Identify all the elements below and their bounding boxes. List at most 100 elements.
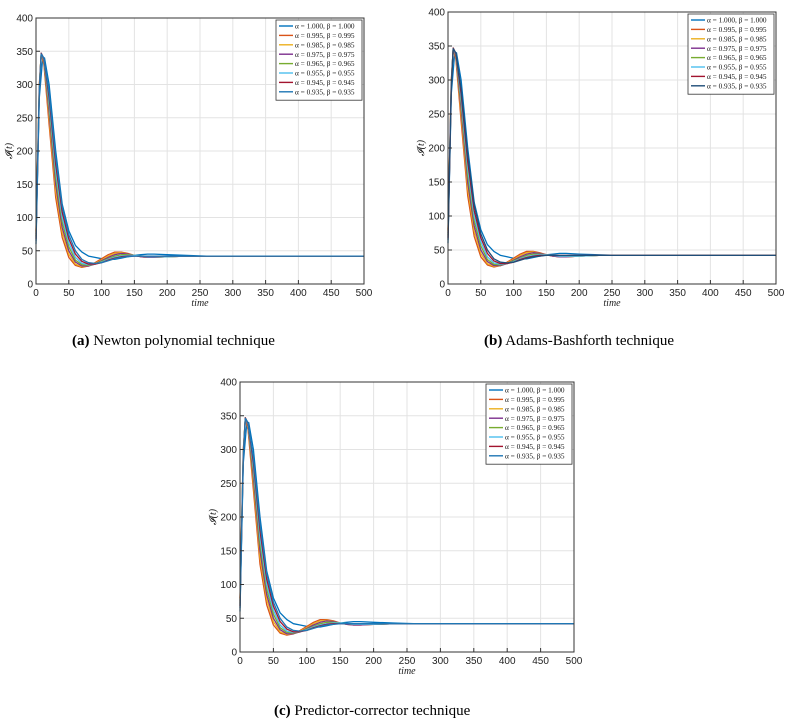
caption-text: Adams-Bashforth technique bbox=[502, 333, 674, 349]
x-tick-label: 50 bbox=[268, 656, 280, 667]
y-tick-label: 200 bbox=[220, 513, 237, 524]
chart-predictor-corrector: 0 50 100 150 200 250 300 350 400 450 500 0 50 100 150 2… bbox=[208, 378, 583, 678]
caption-text: Predictor-corrector technique bbox=[290, 703, 471, 719]
y-tick-label: 100 bbox=[220, 580, 237, 591]
legend-label: α = 0.975, β = 0.975 bbox=[295, 50, 355, 59]
legend-label: α = 0.985, β = 0.985 bbox=[707, 34, 767, 43]
x-tick-label: 350 bbox=[669, 288, 686, 299]
y-tick-label: 50 bbox=[22, 246, 34, 257]
legend-label: α = 0.965, β = 0.965 bbox=[505, 423, 565, 432]
y-tick-label: 150 bbox=[220, 546, 237, 557]
legend-label: α = 0.955, β = 0.955 bbox=[505, 433, 565, 442]
caption-adams-bashforth: (b) Adams-Bashforth technique bbox=[484, 333, 674, 350]
x-tick-label: 500 bbox=[768, 288, 785, 299]
x-tick-label: 250 bbox=[604, 288, 621, 299]
legend-label: α = 0.995, β = 0.995 bbox=[295, 31, 355, 40]
legend-box bbox=[485, 383, 573, 465]
legend-label: α = 0.945, β = 0.945 bbox=[505, 442, 565, 451]
x-tick-label: 400 bbox=[290, 288, 307, 299]
y-axis-label: 𝓘(t) bbox=[416, 139, 427, 156]
chart-adams-bashforth: 0 50 100 150 200 250 300 350 400 450 500 0 50 100 150 2… bbox=[416, 8, 785, 310]
x-tick-label: 450 bbox=[532, 656, 549, 667]
legend-label: α = 0.965, β = 0.965 bbox=[295, 59, 355, 68]
x-tick-label: 350 bbox=[465, 656, 482, 667]
y-tick-label: 150 bbox=[428, 178, 445, 189]
legend-label: α = 0.935, β = 0.935 bbox=[505, 451, 565, 460]
caption-tag: (b) bbox=[484, 333, 503, 349]
caption-tag: (a) bbox=[72, 333, 90, 349]
legend-box bbox=[687, 13, 775, 95]
y-tick-label: 350 bbox=[428, 42, 445, 53]
y-tick-label: 100 bbox=[428, 212, 445, 223]
x-axis-label: time bbox=[191, 298, 209, 309]
x-tick-label: 0 bbox=[237, 656, 243, 667]
x-tick-label: 0 bbox=[445, 288, 451, 299]
y-axis-label: 𝓘(t) bbox=[4, 142, 15, 159]
x-tick-label: 450 bbox=[735, 288, 752, 299]
y-tick-label: 400 bbox=[16, 14, 33, 25]
y-tick-label: 350 bbox=[220, 411, 237, 422]
x-tick-label: 100 bbox=[93, 288, 110, 299]
y-tick-label: 400 bbox=[428, 8, 445, 19]
y-tick-label: 300 bbox=[428, 76, 445, 87]
x-tick-label: 500 bbox=[566, 656, 583, 667]
caption-tag: (c) bbox=[274, 703, 291, 719]
x-tick-label: 100 bbox=[298, 656, 315, 667]
x-tick-label: 0 bbox=[33, 288, 39, 299]
y-tick-label: 0 bbox=[439, 280, 445, 291]
caption-newton: (a) Newton polynomial technique bbox=[72, 333, 275, 350]
y-tick-label: 250 bbox=[428, 110, 445, 121]
legend-label: α = 1.000, β = 1.000 bbox=[505, 386, 565, 395]
y-tick-label: 300 bbox=[16, 80, 33, 91]
caption-predictor-corrector: (c) Predictor-corrector technique bbox=[274, 703, 470, 720]
x-tick-label: 250 bbox=[399, 656, 416, 667]
legend-label: α = 0.935, β = 0.935 bbox=[295, 87, 355, 96]
x-tick-label: 500 bbox=[356, 288, 373, 299]
y-tick-label: 200 bbox=[16, 147, 33, 158]
y-tick-label: 50 bbox=[226, 614, 238, 625]
x-tick-label: 150 bbox=[538, 288, 555, 299]
x-tick-label: 450 bbox=[323, 288, 340, 299]
y-tick-label: 200 bbox=[428, 144, 445, 155]
legend-label: α = 0.955, β = 0.955 bbox=[707, 63, 767, 72]
legend-label: α = 0.955, β = 0.955 bbox=[295, 69, 355, 78]
legend-label: α = 0.985, β = 0.985 bbox=[505, 404, 565, 413]
y-tick-label: 250 bbox=[220, 479, 237, 490]
x-tick-label: 50 bbox=[475, 288, 487, 299]
x-tick-label: 250 bbox=[192, 288, 209, 299]
legend-label: α = 0.995, β = 0.995 bbox=[707, 25, 767, 34]
x-axis-label: time bbox=[398, 666, 416, 677]
chart-newton: 0 50 100 150 200 250 300 350 400 450 500 0 50 100 150 2… bbox=[4, 14, 373, 310]
legend-label: α = 0.985, β = 0.985 bbox=[295, 40, 355, 49]
x-tick-label: 150 bbox=[332, 656, 349, 667]
x-tick-label: 100 bbox=[505, 288, 522, 299]
x-tick-label: 200 bbox=[159, 288, 176, 299]
series-line-7 bbox=[35, 53, 364, 265]
y-axis-label: 𝓘(t) bbox=[208, 508, 219, 525]
y-tick-label: 300 bbox=[220, 445, 237, 456]
y-tick-label: 100 bbox=[16, 213, 33, 224]
legend-label: α = 0.965, β = 0.965 bbox=[707, 53, 767, 62]
y-tick-label: 400 bbox=[220, 378, 237, 389]
x-tick-label: 400 bbox=[702, 288, 719, 299]
x-tick-label: 200 bbox=[571, 288, 588, 299]
legend-label: α = 1.000, β = 1.000 bbox=[707, 16, 767, 25]
legend-label: α = 1.000, β = 1.000 bbox=[295, 22, 355, 31]
x-tick-label: 300 bbox=[636, 288, 653, 299]
series-line-7 bbox=[447, 48, 776, 264]
legend-label: α = 0.995, β = 0.995 bbox=[505, 395, 565, 404]
caption-text: Newton polynomial technique bbox=[89, 333, 275, 349]
x-tick-label: 200 bbox=[365, 656, 382, 667]
y-tick-label: 250 bbox=[16, 113, 33, 124]
x-axis-label: time bbox=[603, 298, 621, 309]
legend-label: α = 0.975, β = 0.975 bbox=[707, 44, 767, 53]
series-line-7 bbox=[239, 417, 574, 632]
x-tick-label: 50 bbox=[63, 288, 75, 299]
x-tick-label: 350 bbox=[257, 288, 274, 299]
y-tick-label: 350 bbox=[16, 47, 33, 58]
legend-label: α = 0.945, β = 0.945 bbox=[295, 78, 355, 87]
x-tick-label: 150 bbox=[126, 288, 143, 299]
x-tick-label: 300 bbox=[432, 656, 449, 667]
